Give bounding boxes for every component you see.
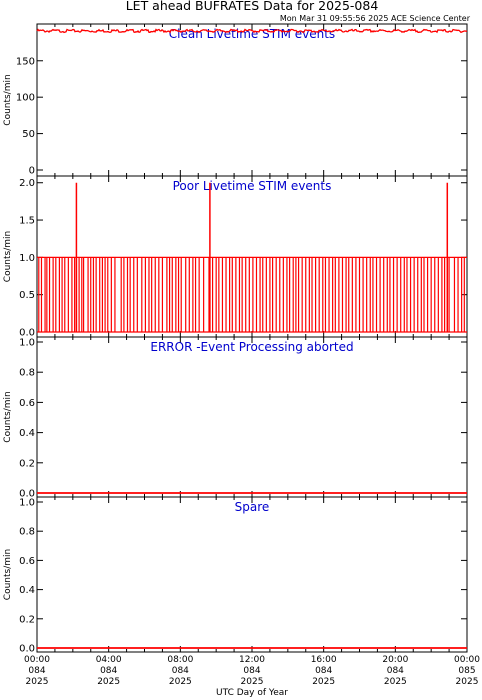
x-tick-time: 20:00 xyxy=(382,655,408,665)
panel-frame xyxy=(36,336,468,498)
y-axis-label: Counts/min xyxy=(3,74,13,125)
panel-2: 0.0 0.5 1.0 1.5 2.0 Counts/min Poor Livetime S… xyxy=(3,175,468,339)
y-tick-label: 0.8 xyxy=(19,368,35,379)
y-tick-label: 1.5 xyxy=(19,216,35,227)
panel-frame xyxy=(36,175,468,338)
panel-title: Spare xyxy=(235,500,270,514)
x-tick-year: 2025 xyxy=(26,677,49,687)
x-axis-label: UTC Day of Year xyxy=(216,688,288,698)
x-tick-day: 085 xyxy=(458,666,475,676)
y-axis-label: Counts/min xyxy=(3,549,13,600)
y-axis-label: Counts/min xyxy=(3,231,13,282)
y-tick-label: 0.8 xyxy=(19,527,35,538)
x-tick-day: 084 xyxy=(243,666,260,676)
panel-3: 0.0 0.2 0.4 0.6 0.8 1.0 Counts/min ERROR -Event… xyxy=(3,336,468,500)
x-tick-year: 2025 xyxy=(456,677,479,687)
y-tick-label: 0.6 xyxy=(19,556,35,567)
x-tick-year: 2025 xyxy=(97,677,120,687)
y-tick-label: 0 xyxy=(29,166,35,177)
x-tick-day: 084 xyxy=(28,666,45,676)
y-tick-label: 0.4 xyxy=(19,428,35,439)
y-tick-label: 0.0 xyxy=(19,644,35,655)
y-tick-label: 1.0 xyxy=(19,498,35,509)
x-tick-day: 084 xyxy=(315,666,332,676)
panel-title: Clean Livetime STIM events xyxy=(169,27,335,41)
panel-4: 0.0 0.2 0.4 0.6 0.8 1.0 Counts/min Spare xyxy=(3,496,468,655)
y-tick-label: 0.2 xyxy=(19,458,35,469)
x-tick-day: 084 xyxy=(100,666,117,676)
x-tick-day: 084 xyxy=(387,666,404,676)
y-tick-label: 1.0 xyxy=(19,253,35,264)
x-tick-year: 2025 xyxy=(241,677,264,687)
y-tick-label: 0.0 xyxy=(19,489,35,500)
x-tick-year: 2025 xyxy=(312,677,335,687)
y-tick-label: 0.5 xyxy=(19,290,35,301)
x-tick-time: 04:00 xyxy=(96,655,122,665)
y-tick-label: 100 xyxy=(16,93,35,104)
y-tick-label: 0.6 xyxy=(19,398,35,409)
y-tick-label: 0.4 xyxy=(19,585,35,596)
generated-timestamp: Mon Mar 31 09:55:56 2025 ACE Science Cen… xyxy=(280,14,471,23)
x-tick-time: 16:00 xyxy=(311,655,337,665)
panel-title: ERROR -Event Processing aborted xyxy=(150,340,353,354)
x-tick-time: 00:00 xyxy=(454,655,480,665)
panel-frame xyxy=(36,23,468,177)
x-tick-time: 12:00 xyxy=(239,655,265,665)
panel-frame xyxy=(36,496,468,653)
y-tick-label: 50 xyxy=(22,129,35,140)
x-tick-year: 2025 xyxy=(384,677,407,687)
y-tick-label: 1.0 xyxy=(19,338,35,349)
x-tick-time: 00:00 xyxy=(24,655,50,665)
x-tick-day: 084 xyxy=(172,666,189,676)
figure-title: LET ahead BUFRATES Data for 2025-084 xyxy=(126,0,379,13)
y-tick-label: 0.0 xyxy=(19,328,35,339)
series-line xyxy=(36,28,467,34)
x-tick-year: 2025 xyxy=(169,677,192,687)
y-tick-label: 0.2 xyxy=(19,614,35,625)
y-tick-label: 2.0 xyxy=(19,178,35,189)
x-tick-time: 08:00 xyxy=(167,655,193,665)
y-axis-label: Counts/min xyxy=(3,391,13,442)
y-tick-label: 150 xyxy=(16,56,35,67)
panel-title: Poor Livetime STIM events xyxy=(173,179,332,193)
